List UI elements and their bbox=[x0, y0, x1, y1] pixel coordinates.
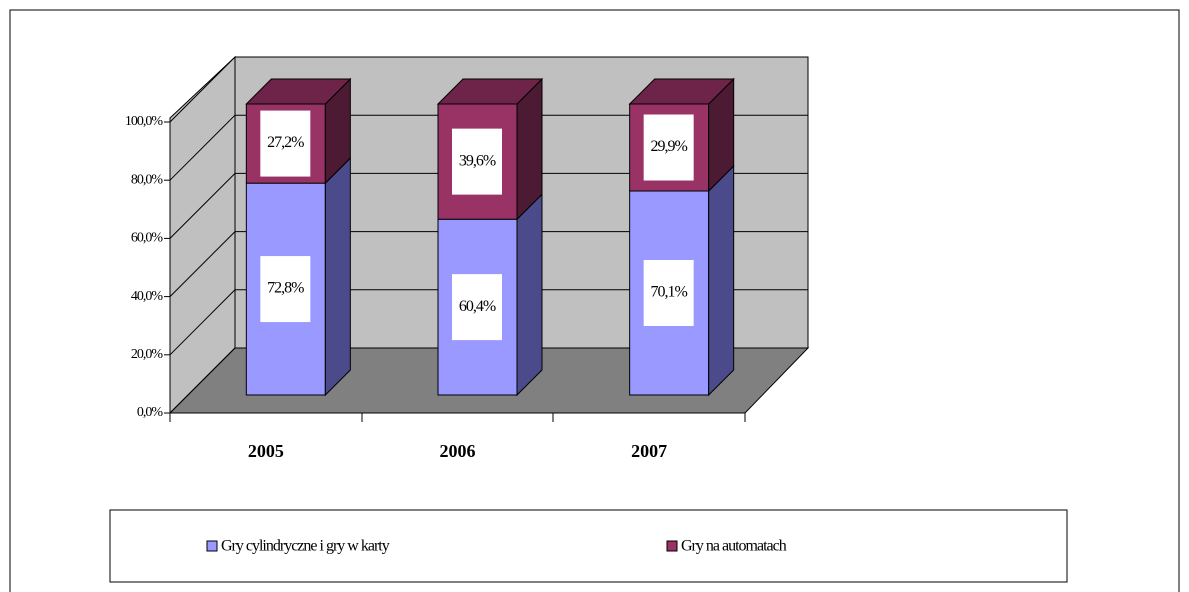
x-tick-label: 2005 bbox=[248, 441, 284, 461]
data-label: 70,1% bbox=[651, 284, 688, 301]
data-label-box bbox=[452, 128, 502, 195]
bar-top bbox=[628, 78, 735, 105]
bar-side bbox=[708, 164, 735, 397]
y-tick-label: 80,0% bbox=[131, 172, 164, 187]
data-label: 60,4% bbox=[459, 298, 496, 315]
data-label-box bbox=[452, 274, 502, 341]
y-tick-label: 60,0% bbox=[131, 231, 164, 246]
legend-swatch bbox=[666, 540, 678, 552]
x-tick-label: 2006 bbox=[440, 441, 476, 461]
data-label-box bbox=[260, 256, 311, 323]
legend-label: Gry cylindryczne i gry w karty bbox=[221, 538, 390, 555]
data-label-box bbox=[643, 260, 694, 327]
grid-line bbox=[169, 289, 808, 356]
data-label-box bbox=[260, 110, 311, 177]
x-band-ticks bbox=[169, 413, 746, 422]
grid-line bbox=[169, 114, 808, 181]
legend-label: Gry na automatach bbox=[681, 538, 787, 555]
bar-top bbox=[245, 78, 352, 105]
y-tick-label: 40,0% bbox=[131, 289, 164, 304]
data-label: 27,2% bbox=[267, 134, 304, 151]
y-tick-label: 100,0% bbox=[125, 114, 164, 129]
y-tick-label: 0,0% bbox=[137, 405, 164, 420]
y-tick-label: 20,0% bbox=[131, 347, 164, 362]
legend bbox=[109, 509, 1068, 583]
legend-swatch bbox=[206, 540, 218, 552]
data-label: 72,8% bbox=[267, 280, 304, 297]
bar-side bbox=[516, 193, 543, 397]
grid-line bbox=[169, 56, 808, 123]
grid-line bbox=[169, 347, 808, 414]
data-label-box bbox=[643, 114, 694, 181]
bar-top bbox=[436, 78, 544, 105]
grid-line bbox=[169, 231, 808, 297]
data-label: 29,9% bbox=[651, 138, 688, 155]
x-tick-label: 2007 bbox=[631, 441, 667, 461]
data-label: 39,6% bbox=[459, 152, 496, 169]
bar-side bbox=[324, 156, 351, 397]
grid-line bbox=[169, 172, 808, 239]
